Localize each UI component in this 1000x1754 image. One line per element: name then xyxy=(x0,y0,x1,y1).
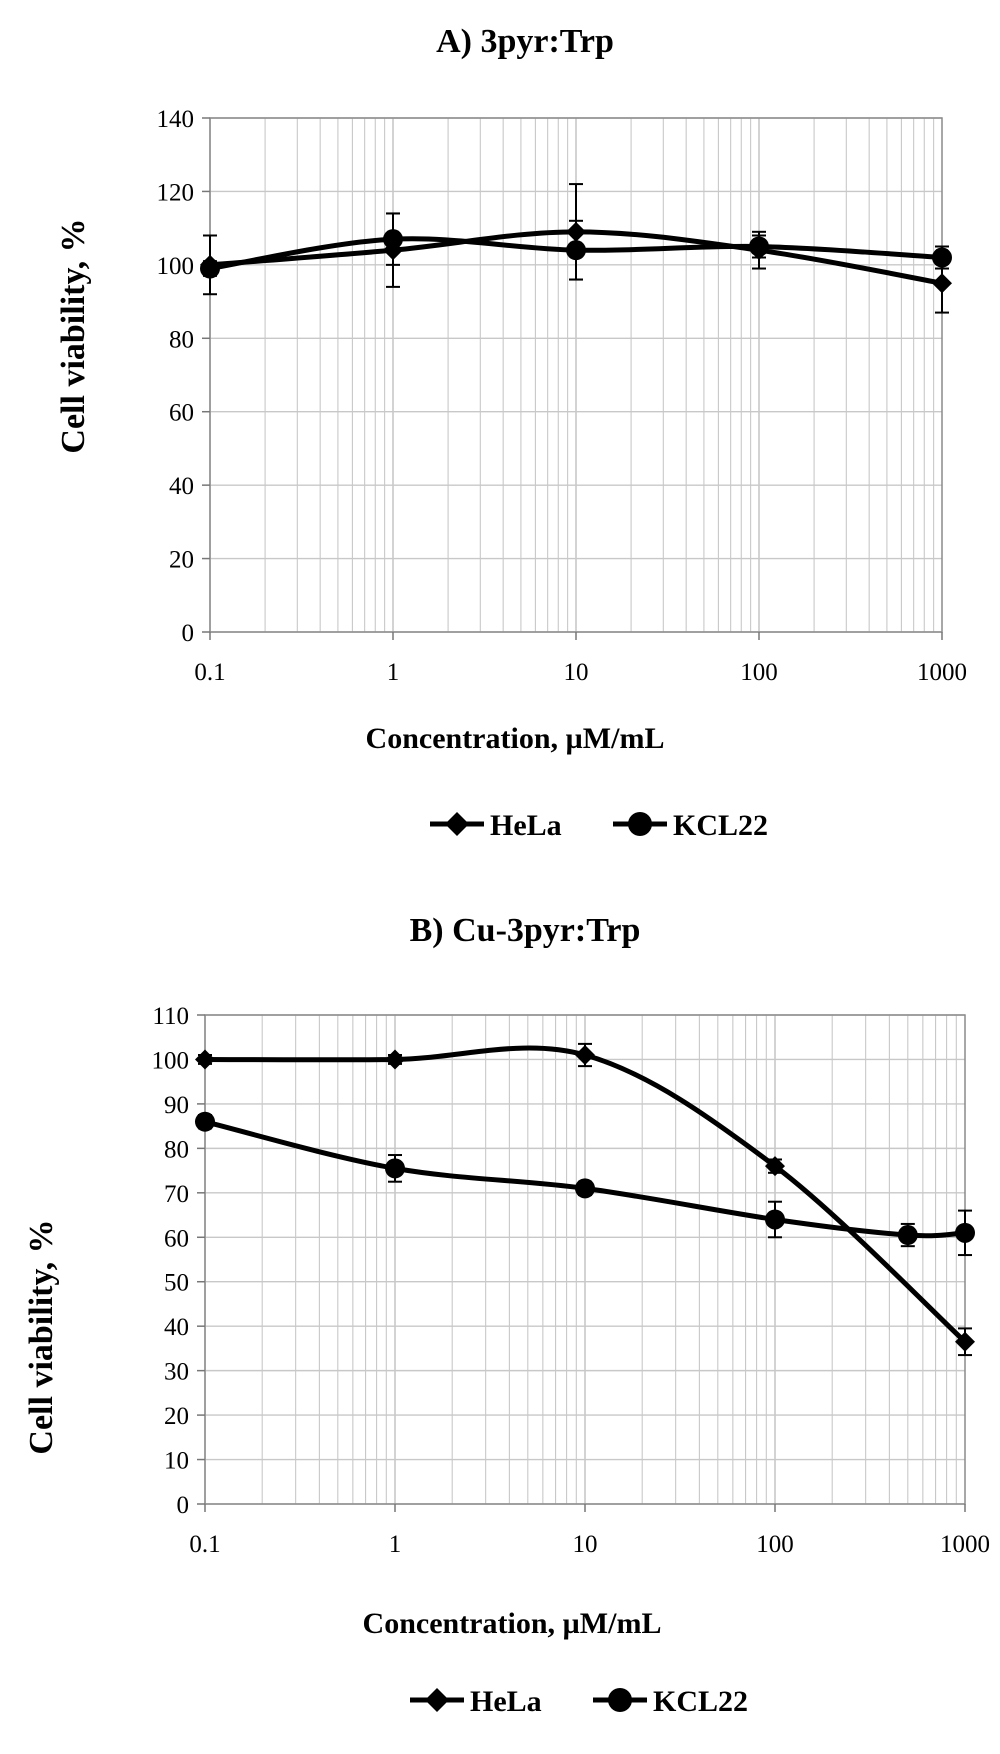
chart-a-y-tick-label: 60 xyxy=(169,400,194,427)
legend-b-hela-label: HeLa xyxy=(470,1685,542,1718)
chart-a-x-tick-label: 10 xyxy=(564,659,589,686)
chart-a-x-tick-label: 1000 xyxy=(917,659,967,686)
chart-a-x-tick-label: 0.1 xyxy=(194,659,225,686)
chart-b-hela-point xyxy=(385,1049,405,1070)
chart-a-y-tick-label: 20 xyxy=(169,547,194,574)
chart-b-x-tick-label: 1000 xyxy=(940,1531,990,1558)
chart-a-kcl22-point xyxy=(749,236,769,257)
chart-b-hela-point xyxy=(955,1331,975,1352)
chart-a-kcl22-point xyxy=(566,240,586,261)
legend-b-hela-marker xyxy=(425,1688,449,1712)
chart-b-x-tick-label: 10 xyxy=(573,1531,598,1558)
chart-b-grid xyxy=(204,1014,965,1505)
chart-panel-a: A) 3pyr:Trp 0 20 40 60 80 100 120 140 0.1 1 10 100… xyxy=(55,23,967,842)
chart-b-kcl22-point xyxy=(385,1158,405,1179)
chart-b-kcl22-point xyxy=(575,1178,595,1199)
chart-b-y-tick-label: 30 xyxy=(164,1359,189,1386)
legend-a-kcl22-marker xyxy=(628,812,652,836)
legend-b-kcl22-label: KCL22 xyxy=(653,1685,748,1718)
chart-a-y-ticks: 0 20 40 60 80 100 120 140 xyxy=(157,106,210,647)
chart-a-y-tick-label: 80 xyxy=(169,326,194,353)
chart-b-y-tick-label: 60 xyxy=(164,1225,189,1252)
chart-a-grid xyxy=(209,117,942,633)
legend-a-hela-marker xyxy=(445,812,469,836)
chart-b-kcl22-point xyxy=(897,1225,918,1246)
chart-b-x-tick-label: 100 xyxy=(756,1531,794,1558)
chart-a-x-ticks: 0.1 1 10 100 1000 xyxy=(194,632,967,686)
chart-a-x-tick-label: 1 xyxy=(387,659,400,686)
chart-a-y-tick-label: 100 xyxy=(157,253,195,280)
chart-b-y-tick-label: 80 xyxy=(164,1136,189,1163)
chart-a-x-tick-label: 100 xyxy=(740,659,778,686)
legend-a-hela-label: HeLa xyxy=(490,809,562,842)
chart-b-y-tick-label: 50 xyxy=(164,1270,189,1297)
chart-a-kcl22-point xyxy=(383,229,403,250)
chart-b-svg: B) Cu-3pyr:Trp 0102030405060708090100110… xyxy=(23,912,990,1718)
chart-a-x-axis-label: Concentration, µM/mL xyxy=(366,722,665,755)
chart-b-title: B) Cu-3pyr:Trp xyxy=(410,912,641,949)
chart-b-kcl22-point xyxy=(765,1209,785,1230)
chart-panel-b: B) Cu-3pyr:Trp 0 10 20 30 40 50 60 70 80 90 100 110… xyxy=(0,877,1000,1754)
chart-b-hela-point xyxy=(575,1045,595,1066)
chart-b-series-hela-line xyxy=(204,1045,967,1344)
chart-a-kcl22-point xyxy=(200,258,220,279)
chart-a-y-tick-label: 120 xyxy=(157,179,195,206)
chart-a-y-tick-label: 140 xyxy=(157,106,195,133)
chart-a-svg: A) 3pyr:Trp 0 20 40 60 80 100 120 140 0.1 1 10 100… xyxy=(55,23,967,842)
chart-b-x-axis-label: Concentration, µM/mL xyxy=(363,1607,662,1640)
chart-b-y-tick-label: 40 xyxy=(164,1314,189,1341)
chart-b-y-tick-label: 90 xyxy=(164,1092,189,1119)
chart-a-y-tick-label: 0 xyxy=(182,620,195,647)
chart-b-x-tick-label: 1 xyxy=(389,1531,402,1558)
chart-b-y-tick-label: 100 xyxy=(152,1047,190,1074)
legend-b-kcl22-marker xyxy=(608,1688,632,1712)
chart-a-y-axis-label: Cell viability, % xyxy=(55,218,92,453)
chart-a-hela-point xyxy=(932,273,952,294)
chart-b-legend: HeLa KCL22 xyxy=(410,1685,748,1718)
chart-a-series xyxy=(200,183,952,314)
chart-b-kcl22-point xyxy=(955,1222,975,1243)
chart-b-series xyxy=(195,1042,975,1357)
chart-b-y-tick-label: 10 xyxy=(164,1448,189,1475)
chart-b-x-tick-label: 0.1 xyxy=(189,1531,220,1558)
chart-b-x-ticks: 0.1 1 10 100 1000 xyxy=(189,1504,990,1558)
chart-a-y-tick-label: 40 xyxy=(169,473,194,500)
legend-a-kcl22-label: KCL22 xyxy=(673,809,768,842)
chart-a-kcl22-point xyxy=(932,247,952,268)
chart-b-y-tick-label: 110 xyxy=(152,1003,189,1030)
chart-b-y-tick-label: 0 xyxy=(177,1492,190,1519)
chart-b-y-axis-label: Cell viability, % xyxy=(23,1219,60,1454)
chart-b-kcl22-point xyxy=(195,1111,215,1132)
chart-b-y-ticks: 0 10 20 30 40 50 60 70 80 90 100 110 xyxy=(152,1003,205,1519)
chart-b-y-tick-label: 70 xyxy=(164,1181,189,1208)
chart-b-hela-point xyxy=(195,1049,215,1070)
chart-a-legend: HeLa KCL22 xyxy=(430,809,768,842)
chart-b-y-tick-label: 20 xyxy=(164,1403,189,1430)
chart-b-hela-point xyxy=(765,1156,785,1177)
chart-a-title: A) 3pyr:Trp xyxy=(436,23,614,60)
